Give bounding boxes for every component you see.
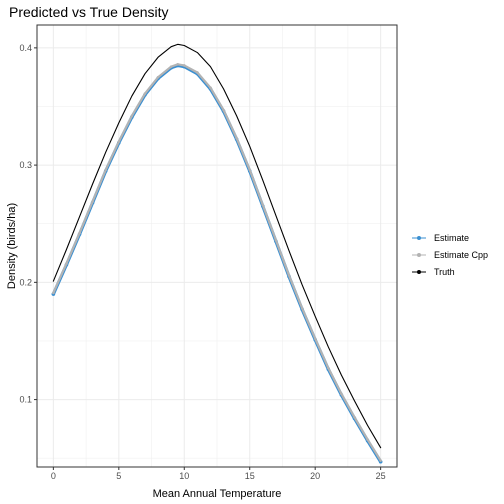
legend-label: Estimate Cpp — [434, 250, 488, 260]
data-point — [209, 86, 212, 90]
data-point — [52, 291, 55, 295]
chart-title: Predicted vs True Density — [9, 4, 169, 20]
data-point — [169, 65, 173, 68]
data-point — [274, 238, 278, 242]
x-tick-label: 15 — [245, 471, 255, 481]
legend-item: Truth — [412, 267, 455, 277]
data-point — [326, 366, 330, 370]
x-axis-ticks: 0 5 10 15 20 25 — [51, 467, 386, 481]
data-point — [78, 231, 81, 235]
legend-item: Estimate Cpp — [412, 250, 488, 260]
data-point — [176, 62, 180, 66]
data-point — [65, 262, 68, 265]
data-point — [248, 168, 252, 172]
data-point — [235, 136, 238, 140]
data-point — [104, 168, 108, 172]
y-axis-ticks: 0.1 0.2 0.3 0.4 — [19, 43, 37, 405]
data-point — [353, 415, 356, 419]
series-estimate-cpp — [52, 62, 382, 462]
legend: Estimate Estimate Cpp Truth — [412, 233, 488, 277]
x-tick-label: 20 — [310, 471, 320, 481]
data-point — [313, 337, 317, 340]
legend-key-point — [417, 253, 421, 257]
data-point — [366, 438, 369, 441]
series-layer — [51, 43, 383, 464]
x-tick-label: 25 — [376, 471, 386, 481]
legend-label: Estimate — [434, 233, 469, 243]
data-point — [261, 203, 265, 207]
x-tick-label: 0 — [51, 471, 56, 481]
data-point — [340, 392, 343, 396]
data-point — [117, 140, 121, 143]
data-point — [182, 64, 186, 67]
data-point — [91, 200, 94, 203]
x-tick-label: 10 — [179, 471, 189, 481]
panel-border — [36, 24, 398, 468]
x-axis-title: Mean Annual Temperature — [153, 488, 282, 500]
y-tick-label: 0.3 — [19, 160, 32, 170]
data-point — [222, 108, 225, 112]
legend-key-point — [417, 236, 421, 240]
grid-major — [37, 25, 397, 467]
plot-panel — [36, 24, 398, 468]
legend-label: Truth — [434, 267, 455, 277]
data-point — [300, 306, 304, 310]
data-point — [379, 459, 382, 462]
data-point — [156, 75, 160, 79]
y-tick-label: 0.4 — [19, 43, 32, 53]
data-point — [287, 274, 291, 277]
legend-item: Estimate — [412, 233, 469, 243]
series-truth — [52, 43, 382, 449]
legend-key-point — [417, 270, 421, 274]
y-tick-label: 0.2 — [19, 277, 32, 287]
data-point — [196, 71, 199, 74]
data-point — [130, 114, 134, 118]
data-point — [143, 92, 147, 95]
y-tick-label: 0.1 — [19, 395, 32, 405]
series-line — [52, 43, 382, 449]
x-tick-label: 5 — [116, 471, 121, 481]
y-axis-title: Density (birds/ha) — [6, 203, 18, 289]
